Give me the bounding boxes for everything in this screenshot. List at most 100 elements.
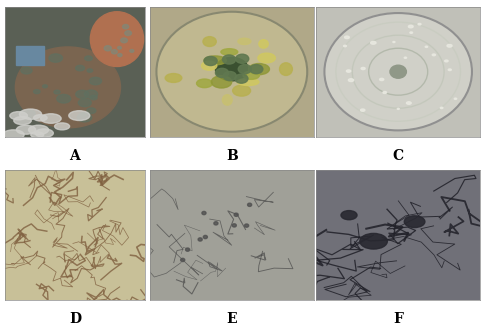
- Text: A: A: [69, 150, 80, 163]
- Ellipse shape: [446, 44, 451, 47]
- Ellipse shape: [19, 109, 42, 119]
- Ellipse shape: [360, 109, 364, 111]
- Ellipse shape: [76, 65, 84, 71]
- Ellipse shape: [361, 67, 364, 69]
- Ellipse shape: [76, 90, 89, 98]
- Ellipse shape: [43, 85, 47, 88]
- Ellipse shape: [237, 79, 258, 85]
- Ellipse shape: [55, 123, 70, 130]
- Ellipse shape: [248, 64, 269, 75]
- Ellipse shape: [242, 71, 259, 79]
- Ellipse shape: [90, 12, 143, 67]
- Ellipse shape: [16, 125, 36, 134]
- Ellipse shape: [359, 233, 387, 249]
- Text: C: C: [392, 150, 403, 163]
- Ellipse shape: [35, 129, 53, 137]
- Ellipse shape: [235, 54, 248, 63]
- Ellipse shape: [90, 96, 97, 100]
- Ellipse shape: [80, 112, 86, 116]
- Ellipse shape: [222, 55, 235, 64]
- Ellipse shape: [121, 38, 127, 43]
- Ellipse shape: [24, 110, 35, 117]
- Ellipse shape: [15, 47, 120, 128]
- Ellipse shape: [346, 70, 350, 72]
- Ellipse shape: [111, 50, 117, 54]
- Ellipse shape: [211, 76, 231, 88]
- Ellipse shape: [396, 108, 398, 110]
- Ellipse shape: [404, 57, 406, 58]
- Ellipse shape: [87, 108, 96, 113]
- Ellipse shape: [215, 68, 228, 78]
- Ellipse shape: [201, 212, 206, 215]
- Ellipse shape: [237, 38, 250, 45]
- Ellipse shape: [85, 56, 92, 61]
- Ellipse shape: [156, 12, 306, 132]
- Ellipse shape: [3, 130, 24, 140]
- Ellipse shape: [379, 78, 383, 81]
- Ellipse shape: [247, 203, 251, 206]
- Ellipse shape: [124, 31, 131, 36]
- Ellipse shape: [424, 46, 427, 47]
- Ellipse shape: [77, 113, 91, 122]
- Ellipse shape: [57, 95, 71, 103]
- Ellipse shape: [244, 224, 248, 227]
- Ellipse shape: [118, 53, 122, 57]
- Ellipse shape: [444, 60, 447, 62]
- Ellipse shape: [202, 37, 216, 47]
- Ellipse shape: [165, 74, 182, 82]
- Ellipse shape: [220, 49, 237, 55]
- Ellipse shape: [409, 32, 412, 33]
- Ellipse shape: [49, 54, 62, 62]
- Ellipse shape: [14, 116, 31, 125]
- Ellipse shape: [258, 40, 268, 48]
- Ellipse shape: [223, 71, 236, 81]
- Ellipse shape: [348, 79, 353, 82]
- Ellipse shape: [417, 23, 420, 25]
- Ellipse shape: [117, 46, 121, 49]
- Polygon shape: [16, 46, 44, 65]
- Ellipse shape: [232, 224, 236, 227]
- Ellipse shape: [130, 50, 134, 52]
- Ellipse shape: [204, 56, 217, 66]
- Ellipse shape: [78, 99, 91, 107]
- Ellipse shape: [234, 74, 247, 83]
- Ellipse shape: [213, 222, 217, 225]
- Ellipse shape: [392, 41, 394, 43]
- Text: E: E: [226, 313, 237, 326]
- Text: D: D: [69, 313, 81, 326]
- Ellipse shape: [10, 111, 28, 120]
- Ellipse shape: [238, 65, 251, 74]
- Ellipse shape: [447, 69, 451, 70]
- Ellipse shape: [234, 213, 238, 216]
- Ellipse shape: [196, 79, 212, 88]
- Ellipse shape: [203, 235, 207, 239]
- Ellipse shape: [406, 102, 410, 104]
- Ellipse shape: [222, 95, 232, 105]
- Ellipse shape: [324, 13, 471, 130]
- Ellipse shape: [41, 114, 61, 123]
- Ellipse shape: [21, 67, 32, 74]
- Ellipse shape: [340, 211, 356, 220]
- Ellipse shape: [33, 90, 40, 94]
- Ellipse shape: [431, 54, 435, 56]
- Ellipse shape: [104, 46, 111, 51]
- Ellipse shape: [439, 107, 442, 109]
- Ellipse shape: [249, 65, 262, 74]
- Ellipse shape: [454, 98, 456, 99]
- Ellipse shape: [279, 63, 292, 75]
- Ellipse shape: [54, 90, 60, 94]
- Ellipse shape: [232, 85, 250, 96]
- Ellipse shape: [389, 65, 406, 78]
- Ellipse shape: [204, 56, 226, 65]
- Text: B: B: [226, 150, 237, 163]
- Ellipse shape: [29, 125, 48, 135]
- Ellipse shape: [197, 238, 202, 241]
- Ellipse shape: [408, 25, 412, 28]
- Ellipse shape: [30, 132, 44, 138]
- Ellipse shape: [404, 216, 424, 228]
- Ellipse shape: [87, 69, 92, 72]
- Ellipse shape: [69, 111, 90, 121]
- Ellipse shape: [89, 77, 101, 85]
- Ellipse shape: [185, 248, 189, 251]
- Ellipse shape: [180, 258, 184, 261]
